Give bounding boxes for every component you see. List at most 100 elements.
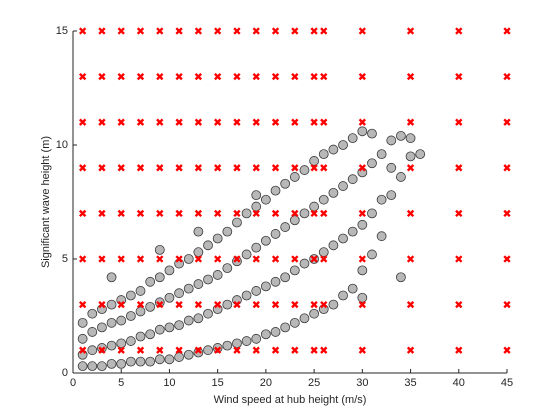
x-marker [233, 346, 241, 354]
x-marker [320, 164, 328, 172]
scatter-point [232, 338, 242, 349]
scatter-point [77, 361, 88, 372]
x-marker [291, 346, 299, 354]
x-marker [233, 300, 241, 309]
scatter-point [260, 235, 271, 246]
scatter-point [174, 352, 184, 362]
scatter-point [260, 281, 271, 292]
x-marker [358, 164, 366, 172]
scatter-point [154, 244, 165, 255]
scatter-point [289, 317, 300, 328]
scatter-point [318, 194, 329, 205]
scatter-point [338, 290, 348, 301]
scatter-point [376, 231, 387, 242]
x-marker [214, 300, 222, 309]
scatter-point [328, 240, 339, 251]
scatter-point [97, 361, 107, 372]
scatter-point [367, 158, 377, 169]
scatter-point [212, 270, 223, 280]
x-marker [156, 72, 164, 81]
x-marker [136, 209, 145, 218]
x-marker [291, 27, 299, 35]
x-marker [214, 118, 222, 126]
scatter-point [289, 215, 300, 226]
scatter-point [289, 265, 300, 276]
x-marker [252, 164, 260, 172]
scatter-point [396, 272, 406, 283]
x-marker [156, 164, 164, 172]
x-marker [98, 164, 106, 172]
x-marker [194, 346, 203, 354]
x-marker [406, 118, 415, 126]
x-tick-label: 15 [212, 377, 224, 389]
scatter-point [241, 208, 252, 219]
scatter-point [193, 247, 204, 258]
x-marker [291, 118, 299, 126]
scatter-point [367, 249, 377, 260]
x-marker [406, 27, 415, 35]
x-marker [320, 255, 328, 263]
x-marker [310, 346, 318, 354]
scatter-point [357, 219, 368, 230]
x-marker [406, 164, 415, 172]
x-marker [117, 27, 125, 35]
scatter-point [367, 128, 377, 139]
x-tick-label: 45 [501, 377, 513, 389]
scatter-point [135, 356, 146, 367]
x-marker [194, 118, 203, 126]
scatter-point [270, 327, 281, 337]
scatter-point [222, 340, 233, 351]
x-marker [271, 164, 280, 172]
scatter-point [203, 345, 213, 356]
scatter-point [270, 276, 281, 287]
x-marker [271, 346, 280, 354]
scatter-point [347, 133, 358, 144]
scatter-point [87, 361, 98, 372]
x-marker [194, 300, 203, 309]
scatter-point [193, 347, 204, 358]
scatter-point [164, 322, 175, 333]
x-marker [98, 27, 106, 35]
scatter-point [299, 165, 310, 175]
x-marker [271, 300, 280, 309]
scatter-point [77, 333, 88, 344]
x-marker [136, 255, 145, 263]
x-marker [117, 72, 125, 81]
x-marker [291, 300, 299, 309]
x-marker [310, 300, 318, 309]
scatter-point [241, 336, 252, 346]
x-marker [358, 72, 366, 81]
x-marker [136, 27, 145, 35]
x-marker [194, 27, 203, 35]
x-marker [252, 72, 260, 81]
scatter-point [222, 226, 233, 237]
x-marker [455, 300, 463, 309]
x-marker [406, 300, 415, 309]
scatter-point [251, 333, 262, 344]
scatter-point [251, 201, 262, 212]
x-marker [503, 300, 511, 309]
series [77, 126, 426, 372]
scatter-point [280, 222, 291, 232]
x-marker [252, 300, 260, 309]
x-marker [214, 27, 222, 35]
scatter-point [338, 181, 348, 191]
x-marker [320, 346, 328, 354]
scatter-point [328, 187, 339, 198]
scatter-point [212, 343, 223, 353]
scatter-point [125, 336, 136, 346]
scatter-point [367, 208, 377, 219]
scatter-point [87, 308, 98, 319]
scatter-point [309, 308, 320, 319]
scatter-point [241, 249, 252, 260]
x-marker [136, 118, 145, 126]
x-tick-label: 30 [356, 377, 368, 389]
scatter-point [212, 233, 223, 244]
scatter-point [318, 149, 329, 160]
x-marker [175, 118, 183, 126]
x-marker [310, 27, 318, 35]
scatter-point [357, 265, 368, 276]
x-marker [214, 346, 222, 354]
scatter-point [396, 130, 406, 141]
scatter-point [106, 358, 117, 369]
